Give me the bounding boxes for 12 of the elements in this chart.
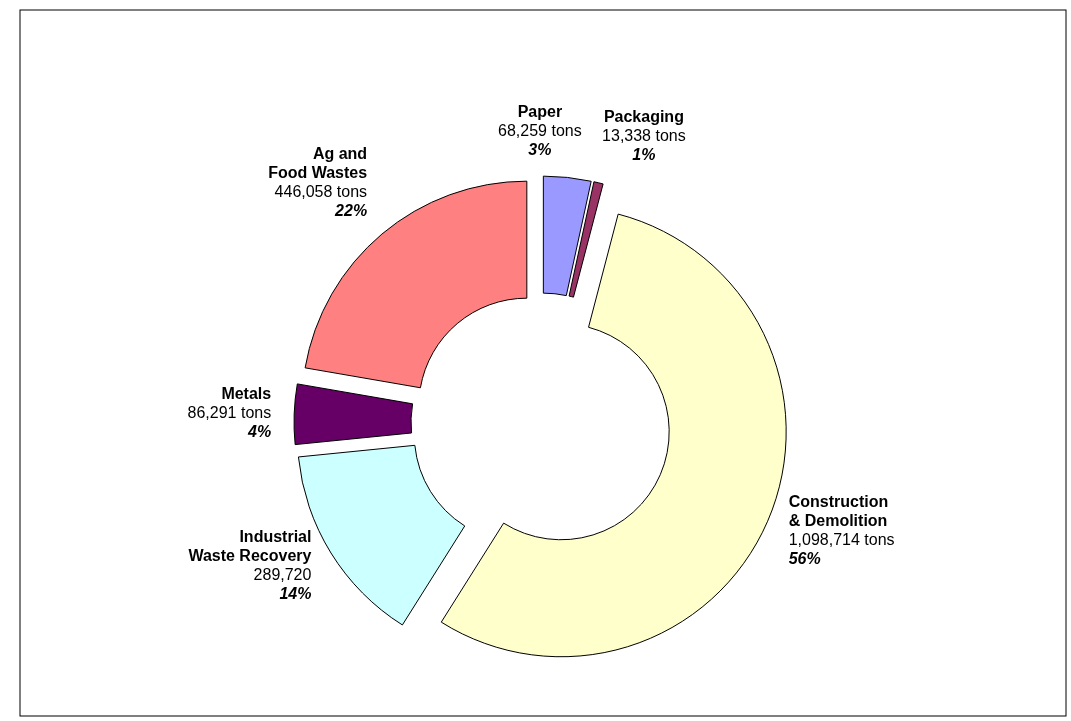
slice-label: Industrial Waste Recovery — [188, 527, 312, 564]
data-label: 13,338 tons 1% — [602, 127, 686, 164]
slice-label: Packaging — [603, 108, 684, 126]
slice-label: Metals — [221, 385, 272, 403]
slice-label: Paper — [517, 102, 563, 120]
slice-label: Ag and Food Wastes — [268, 145, 368, 182]
data-label: 68,259 tons 3% — [498, 121, 582, 158]
data-label: 289,720 14% — [253, 565, 312, 602]
data-label: 86,291 tons 4% — [187, 404, 272, 441]
data-label: 1,098,714 tons 56% — [788, 530, 895, 567]
data-label: 446,058 tons 22% — [274, 183, 368, 220]
slice-label: Construction & Demolition — [788, 492, 889, 529]
